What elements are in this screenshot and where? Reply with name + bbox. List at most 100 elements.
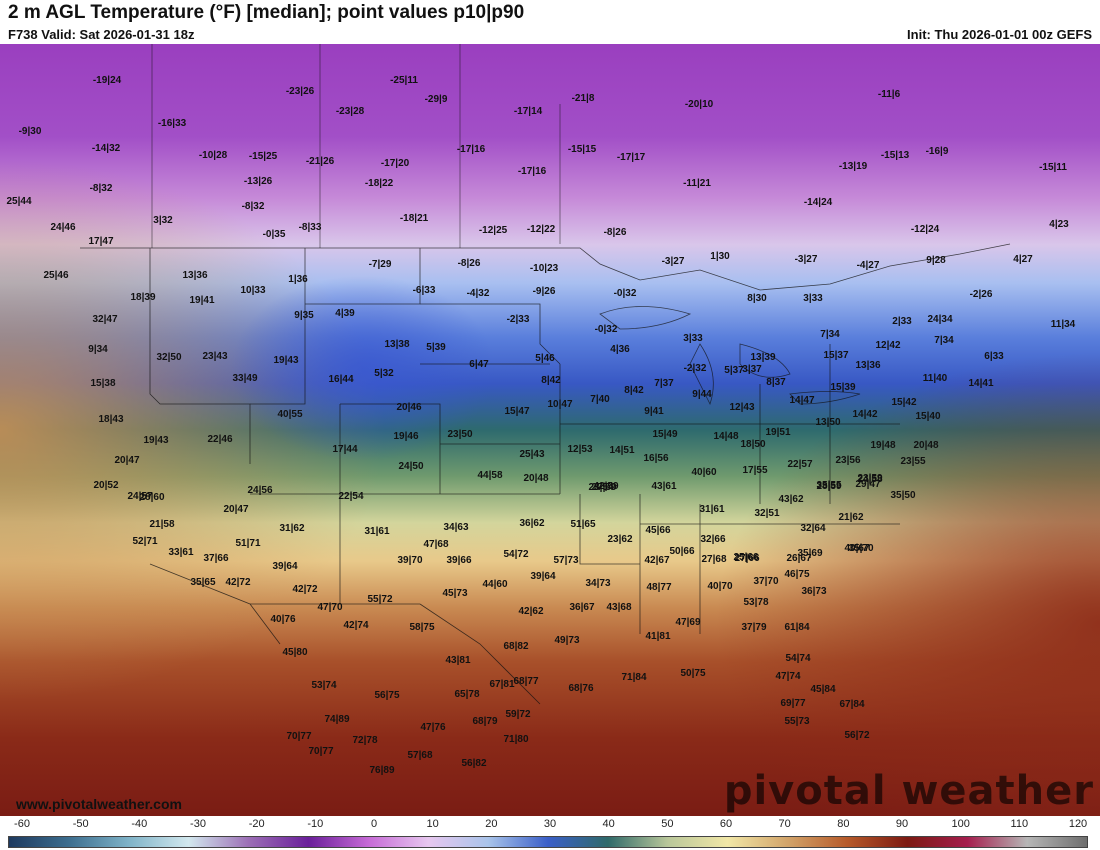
point-value: 57|68: [407, 750, 433, 761]
point-value: 42|74: [343, 620, 369, 631]
legend-tick-label: -50: [72, 818, 89, 830]
point-value: 32|47: [92, 314, 118, 325]
point-value: 32|50: [156, 352, 182, 363]
point-value: 52|71: [132, 536, 158, 547]
point-value: 35|55: [816, 480, 842, 491]
point-value: 25|44: [6, 196, 32, 207]
point-value: 12|53: [567, 444, 593, 455]
point-value: 33|61: [168, 547, 194, 558]
point-value: 9|28: [926, 255, 946, 266]
point-value: -16|9: [925, 146, 949, 157]
point-value: 3|37: [742, 364, 762, 375]
legend-tick-label: 80: [837, 818, 850, 830]
point-value: 34|73: [585, 578, 611, 589]
legend-tick-label: -30: [190, 818, 206, 830]
temperature-map: -19|24 -23|26 -25|11 -29|9 -21|8 -20|10 -11|6 -…: [0, 44, 1100, 816]
point-value: 22|57: [787, 459, 813, 470]
point-value: -17|14: [513, 106, 543, 117]
point-value: 31|62: [279, 523, 305, 534]
point-value: -19|24: [92, 75, 122, 86]
point-value: 36|73: [801, 586, 827, 597]
point-value: 19|48: [870, 440, 896, 451]
legend-ticks: -60 -50 -40 -30 -20 -10 0 10 20 30 40 50 60 70 80 90 100…: [0, 818, 1100, 832]
point-value: 13|39: [750, 352, 776, 363]
point-value: 5|46: [535, 353, 555, 364]
point-value: -9|26: [532, 286, 556, 297]
point-value: -4|32: [466, 288, 490, 299]
point-value: 50|66: [669, 546, 695, 557]
point-value: 32|66: [700, 534, 726, 545]
point-value: 45|66: [645, 525, 671, 536]
header: 2 m AGL Temperature (°F) [median]; point…: [0, 0, 1100, 44]
point-value: 68|82: [503, 641, 529, 652]
point-value: -8|32: [89, 183, 113, 194]
point-value: 9|35: [294, 310, 314, 321]
legend-tick-label: 10: [426, 818, 439, 830]
point-value: 15|38: [90, 378, 116, 389]
point-value: 4|39: [335, 308, 355, 319]
point-value: -15|15: [567, 144, 597, 155]
point-value: 18|43: [98, 414, 124, 425]
point-value: 35|70: [848, 543, 874, 554]
point-value: 37|79: [741, 622, 767, 633]
point-value: 7|40: [590, 394, 610, 405]
point-value: -18|21: [399, 213, 429, 224]
init-time: Init: Thu 2026-01-01 00z GEFS: [907, 27, 1092, 42]
point-value: 23|62: [607, 534, 633, 545]
point-value: 44|58: [477, 470, 503, 481]
point-value: 65|78: [454, 689, 480, 700]
point-value: 32|51: [754, 508, 780, 519]
valid-time: F738 Valid: Sat 2026-01-31 18z: [8, 27, 195, 42]
point-value: 1|30: [710, 251, 730, 262]
point-value: 24|46: [50, 222, 76, 233]
point-value: -23|28: [335, 106, 365, 117]
point-value: -23|26: [285, 86, 315, 97]
legend-tick-label: 110: [1010, 818, 1029, 830]
point-value: -8|26: [457, 258, 481, 269]
point-value: 17|44: [332, 444, 358, 455]
point-value: -17|16: [456, 144, 486, 155]
point-value: 8|37: [766, 377, 786, 388]
point-value: -21|26: [305, 156, 335, 167]
point-value: 72|78: [352, 735, 378, 746]
point-value: 40|76: [270, 614, 296, 625]
point-value: 22|46: [207, 434, 233, 445]
legend-tick-label: 40: [602, 818, 615, 830]
point-value: -8|26: [603, 227, 627, 238]
legend-tick-label: 0: [370, 818, 378, 830]
point-value: -4|27: [856, 260, 880, 271]
point-value: -12|25: [478, 225, 508, 236]
point-value: 8|42: [541, 375, 561, 386]
point-value: 23|54: [588, 482, 614, 493]
point-value: 24|56: [247, 485, 273, 496]
point-value: 61|84: [784, 622, 810, 633]
color-legend: -60 -50 -40 -30 -20 -10 0 10 20 30 40 50 60 70 80 90 100…: [0, 816, 1100, 850]
point-value: 50|75: [680, 668, 706, 679]
point-value: -11|21: [683, 178, 711, 189]
brand-watermark: pivotal weather: [723, 768, 1094, 814]
legend-tick-label: -60: [14, 818, 30, 830]
point-value: 40|60: [691, 467, 717, 478]
point-value: 7|37: [654, 378, 674, 389]
point-value: 12|42: [875, 340, 901, 351]
point-value: 71|80: [503, 734, 529, 745]
point-value: -12|24: [910, 224, 940, 235]
point-value: 56|75: [374, 690, 400, 701]
point-value: -9|30: [18, 126, 42, 137]
point-value: 13|36: [855, 360, 881, 371]
legend-tick-label: -10: [307, 818, 324, 830]
point-value: 42|62: [518, 606, 544, 617]
point-value: -18|22: [364, 178, 394, 189]
point-value: 2|33: [892, 316, 912, 327]
point-value: 24|57: [127, 491, 153, 502]
point-value: -13|26: [243, 176, 273, 187]
point-value: 68|76: [568, 683, 594, 694]
point-value: 31|61: [699, 504, 725, 515]
point-value: 8|30: [747, 293, 767, 304]
point-value: 54|72: [503, 549, 529, 560]
point-value: 20|48: [913, 440, 939, 451]
point-value: -17|17: [616, 152, 646, 163]
point-value: 39|64: [530, 571, 556, 582]
point-value: 21|58: [149, 519, 175, 530]
point-value: 18|39: [130, 292, 156, 303]
